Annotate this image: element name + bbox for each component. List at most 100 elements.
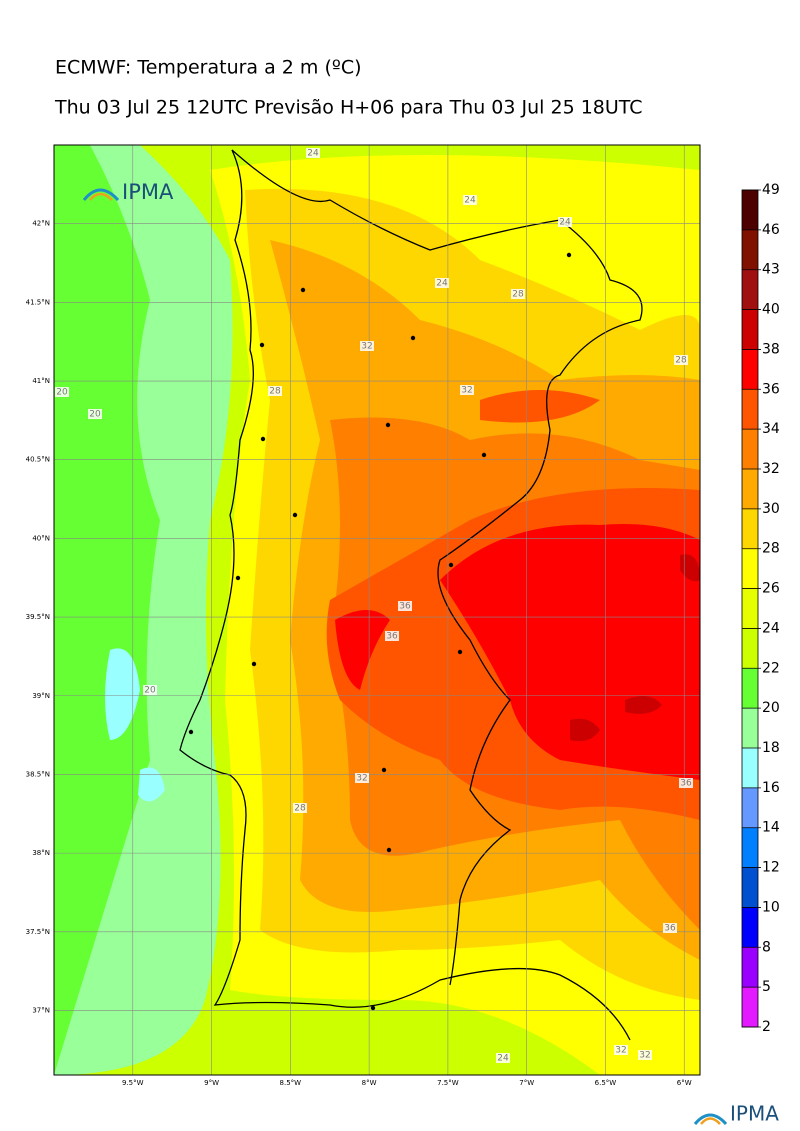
x-tick-label: 9°W xyxy=(204,1079,219,1087)
contour-label: 24 xyxy=(559,218,571,228)
colorbar-segment xyxy=(742,748,758,788)
contour-label: 20 xyxy=(56,388,68,398)
colorbar-segment xyxy=(742,947,758,988)
contour-label-bg xyxy=(143,685,157,695)
colorbar-segment xyxy=(742,907,758,948)
contour-label: 28 xyxy=(675,356,687,366)
colorbar: 2 5 8 10 12 14 16 18 20 22 24 26 28 30 32 34 36 38 40 43 46 4… xyxy=(741,182,780,1035)
city xyxy=(385,422,391,428)
temperature-field xyxy=(54,145,700,1075)
contour-label-bg xyxy=(614,1045,628,1055)
subtitle: Thu 03 Jul 25 12UTC Previsão H+06 para T… xyxy=(54,97,643,119)
colorbar-label: 18 xyxy=(762,740,780,756)
city xyxy=(235,575,241,581)
colorbar-label: 28 xyxy=(762,541,780,557)
logo-text: IPMA xyxy=(730,1102,779,1126)
colorbar-label: 5 xyxy=(762,979,771,995)
contour-label: 28 xyxy=(294,804,306,814)
field-16 xyxy=(105,648,165,802)
colorbar-segment xyxy=(742,628,758,669)
city xyxy=(292,512,298,518)
city xyxy=(260,436,266,442)
city xyxy=(251,661,257,667)
y-tick-label: 40.5°N xyxy=(26,456,50,464)
x-tick-label: 7.5°W xyxy=(437,1079,459,1087)
y-tick-label: 40°N xyxy=(32,534,50,542)
contour-label: 28 xyxy=(269,387,281,397)
city xyxy=(259,342,265,348)
colorbar-segment xyxy=(742,349,758,390)
y-tick-label: 38°N xyxy=(32,849,50,857)
y-tick-label: 39.5°N xyxy=(26,613,50,621)
colorbar-segment xyxy=(742,508,758,549)
colorbar-segment xyxy=(742,987,758,1027)
colorbar-segment xyxy=(742,668,758,709)
footer-logo: IPMA xyxy=(693,1102,779,1126)
x-tick-label: 6°W xyxy=(677,1079,692,1087)
contour-label: 36 xyxy=(399,602,411,612)
logo-arc xyxy=(693,1113,728,1126)
colorbar-label: 36 xyxy=(762,381,780,397)
contour-label-bg xyxy=(663,923,677,933)
contour-label: 36 xyxy=(386,632,398,642)
colorbar-label: 32 xyxy=(762,461,780,477)
x-tick-label: 6.5°W xyxy=(595,1079,617,1087)
city xyxy=(370,1005,376,1011)
x-tick-label: 7°W xyxy=(519,1079,534,1087)
logo-text: IPMA xyxy=(122,180,174,204)
contour-label: 20 xyxy=(144,686,156,696)
y-tick-label: 37°N xyxy=(32,1006,50,1014)
colorbar-label: 49 xyxy=(762,182,780,198)
city xyxy=(386,847,392,853)
city xyxy=(457,649,463,655)
colorbar-label: 10 xyxy=(762,899,780,915)
colorbar-segment xyxy=(742,708,758,748)
y-tick-label: 42°N xyxy=(32,220,50,228)
contour-label-bg xyxy=(268,386,282,396)
logo-arc xyxy=(700,1117,721,1125)
contour-label-bg xyxy=(293,803,307,813)
city xyxy=(566,252,572,258)
y-tick-label: 37.5°N xyxy=(26,928,50,936)
contour-label-bg xyxy=(360,341,374,351)
colorbar-label: 40 xyxy=(762,302,780,318)
city xyxy=(410,335,416,341)
contour-label-bg xyxy=(355,773,369,783)
city xyxy=(188,729,194,735)
colorbar-segment xyxy=(742,867,758,908)
field-20 xyxy=(54,145,160,1075)
contour-label-bg xyxy=(511,289,525,299)
contour-label-bg xyxy=(398,601,412,611)
colorbar-label: 26 xyxy=(762,581,780,597)
colorbar-label: 8 xyxy=(762,939,771,955)
logo-arc xyxy=(89,192,113,201)
colorbar-segment xyxy=(742,269,758,310)
colorbar-label: 34 xyxy=(762,421,780,437)
contour-labels: 24 24 24 24 28 28 32 32 28 20 20 36 36 20 32 28 36 36 24 32… xyxy=(55,148,693,1064)
y-tick-label: 41°N xyxy=(32,377,50,385)
colorbar-label: 20 xyxy=(762,700,780,716)
colorbar-label: 30 xyxy=(762,501,780,517)
map-frame xyxy=(53,144,701,1076)
colorbar-segment xyxy=(742,190,758,230)
contour-label-bg xyxy=(385,631,399,641)
contour-label: 24 xyxy=(464,196,476,206)
colorbar-segment xyxy=(742,309,758,350)
contour-label: 24 xyxy=(436,279,448,289)
colorbar-label: 14 xyxy=(762,820,780,836)
contour-label: 32 xyxy=(639,1051,650,1061)
cities xyxy=(188,252,572,1011)
x-tick-label: 9.5°W xyxy=(122,1079,144,1087)
colorbar-segment xyxy=(742,588,758,629)
y-tick-label: 38.5°N xyxy=(26,770,50,778)
colorbar-segment xyxy=(742,389,758,430)
y-tick-label: 39°N xyxy=(32,692,50,700)
colorbar-segment xyxy=(742,469,758,509)
contour-label: 36 xyxy=(664,924,676,934)
contour-label-bg xyxy=(460,385,474,395)
colorbar-label: 46 xyxy=(762,222,780,238)
contour-label: 28 xyxy=(512,290,524,300)
title: ECMWF: Temperatura a 2 m (ºC) xyxy=(55,57,362,79)
contour-label-bg xyxy=(306,148,320,158)
